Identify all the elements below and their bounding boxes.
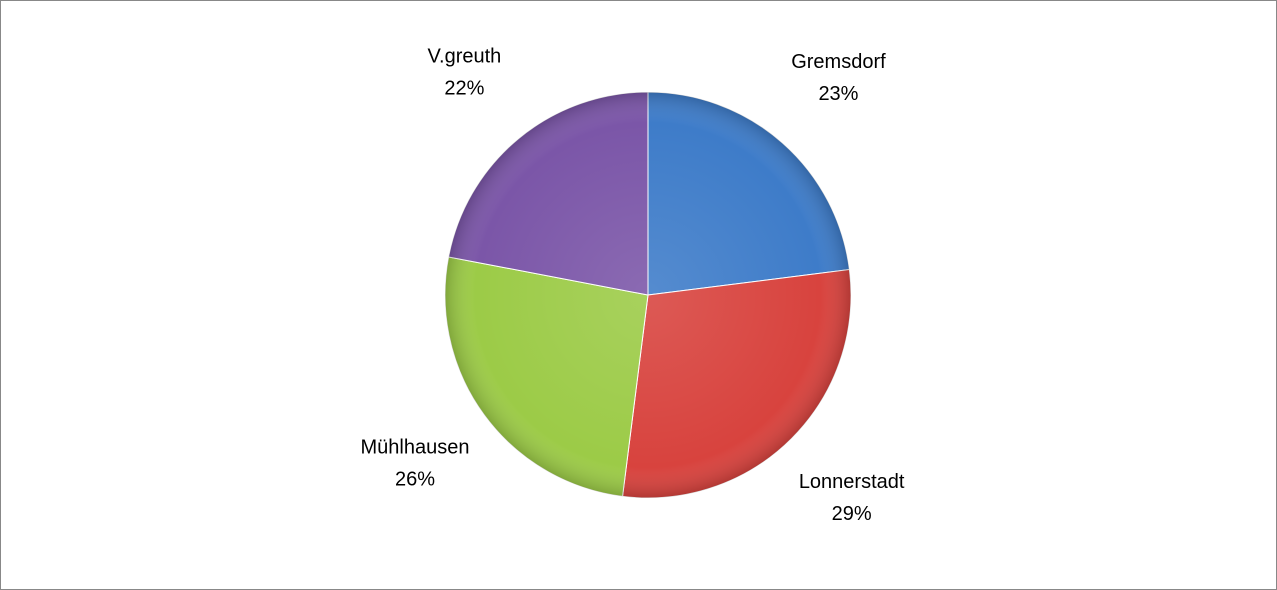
slice-label: V.greuth (428, 45, 502, 67)
slice-value-label: 26% (395, 469, 435, 491)
slice-value-label: 23% (818, 83, 858, 105)
slice-value-label: 29% (832, 503, 872, 525)
slice-label: Lonnerstadt (799, 471, 905, 493)
slice-label: Mühlhausen (361, 437, 470, 459)
slice-label: Gremsdorf (791, 51, 886, 73)
slice-value-label: 22% (444, 77, 484, 99)
